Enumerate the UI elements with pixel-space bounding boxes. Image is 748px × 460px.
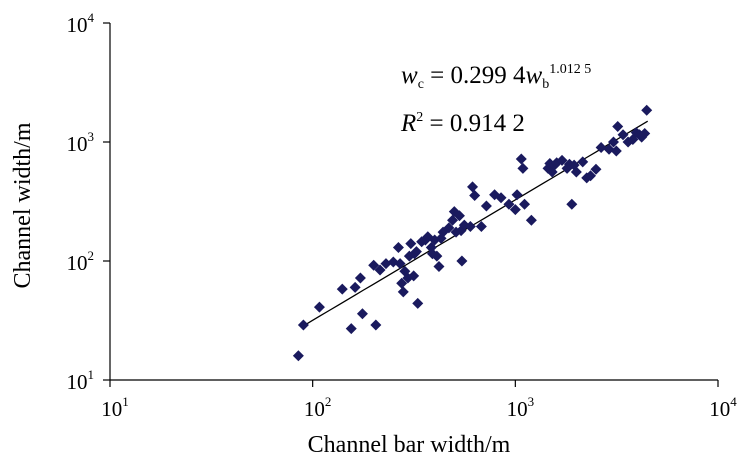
data-point-32 [433, 260, 445, 272]
data-point-83 [639, 127, 651, 139]
x-tick-label-3: 104 [709, 394, 737, 421]
x-axis-label: Channel bar width/m [308, 432, 511, 458]
data-point-5 [349, 281, 361, 293]
data-point-14 [394, 258, 406, 270]
data-point-7 [356, 308, 368, 320]
data-point-54 [517, 162, 529, 174]
eq-rhs-var: w [526, 62, 543, 89]
data-point-74 [607, 136, 619, 148]
data-point-10 [374, 264, 386, 276]
data-point-45 [469, 190, 481, 202]
trendline [303, 120, 649, 327]
r-squared: R2 = 0.914 2 [400, 110, 525, 137]
data-point-55 [519, 198, 531, 210]
data-point-68 [577, 156, 589, 168]
eq-exponent: 1.012 5 [549, 62, 591, 77]
ticks [103, 22, 719, 387]
data-point-39 [453, 210, 465, 222]
data-point-51 [509, 204, 521, 216]
data-point-0 [292, 350, 304, 362]
data-point-35 [443, 222, 455, 234]
y-axis-label: Channel width/m [10, 122, 36, 288]
data-point-56 [525, 214, 537, 226]
data-point-70 [585, 170, 597, 182]
data-point-20 [405, 238, 417, 250]
y-tick-label-1: 102 [67, 248, 95, 275]
data-point-49 [495, 192, 507, 204]
data-point-65 [566, 198, 578, 210]
data-point-3 [336, 283, 348, 295]
x-tick-label-2: 103 [507, 394, 535, 421]
data-point-2 [313, 301, 325, 313]
x-tick-label-0: 101 [101, 394, 129, 421]
data-points [292, 104, 653, 362]
data-point-62 [556, 154, 568, 166]
data-point-75 [610, 145, 622, 157]
data-point-24 [412, 297, 424, 309]
data-point-50 [503, 198, 515, 210]
eq-lhs-sub: c [418, 77, 424, 92]
data-point-16 [397, 286, 409, 298]
data-point-9 [370, 319, 382, 331]
y-tick-label-2: 103 [67, 129, 95, 156]
data-point-36 [447, 214, 459, 226]
data-point-47 [480, 200, 492, 212]
r2-sup: 2 [416, 110, 423, 125]
y-tick-label-3: 104 [67, 10, 95, 37]
tick-labels: 101 102 103 104 101 102 103 104 [67, 10, 738, 421]
data-point-84 [641, 104, 653, 116]
data-point-11 [380, 258, 392, 270]
data-point-4 [345, 323, 357, 335]
data-point-52 [511, 189, 523, 201]
data-point-1 [297, 319, 309, 331]
regression-equation: wc = 0.299 4wb1.012 5 [401, 62, 591, 92]
data-point-8 [368, 259, 380, 271]
data-point-76 [612, 120, 624, 132]
data-point-41 [456, 255, 468, 267]
data-point-21 [408, 270, 420, 282]
data-point-67 [570, 166, 582, 178]
data-point-43 [464, 220, 476, 232]
data-point-15 [396, 277, 408, 289]
x-tick-label-1: 102 [304, 394, 332, 421]
data-point-77 [617, 129, 629, 141]
r2-var: R [400, 110, 416, 137]
data-point-6 [354, 272, 366, 284]
r2-value: = 0.914 2 [423, 110, 525, 137]
data-point-13 [392, 241, 404, 253]
data-point-44 [467, 181, 479, 193]
eq-coefficient: = 0.299 4 [424, 62, 526, 89]
data-point-31 [431, 250, 443, 262]
data-point-46 [475, 220, 487, 232]
data-point-71 [590, 163, 602, 175]
data-point-23 [410, 246, 422, 258]
power-trendline [303, 120, 649, 327]
y-tick-label-0: 101 [67, 367, 95, 394]
eq-lhs-var: w [401, 62, 418, 89]
data-point-19 [403, 250, 415, 262]
data-point-72 [595, 141, 607, 153]
axes [109, 23, 718, 381]
data-point-53 [515, 153, 527, 165]
eq-rhs-sub: b [542, 77, 549, 92]
